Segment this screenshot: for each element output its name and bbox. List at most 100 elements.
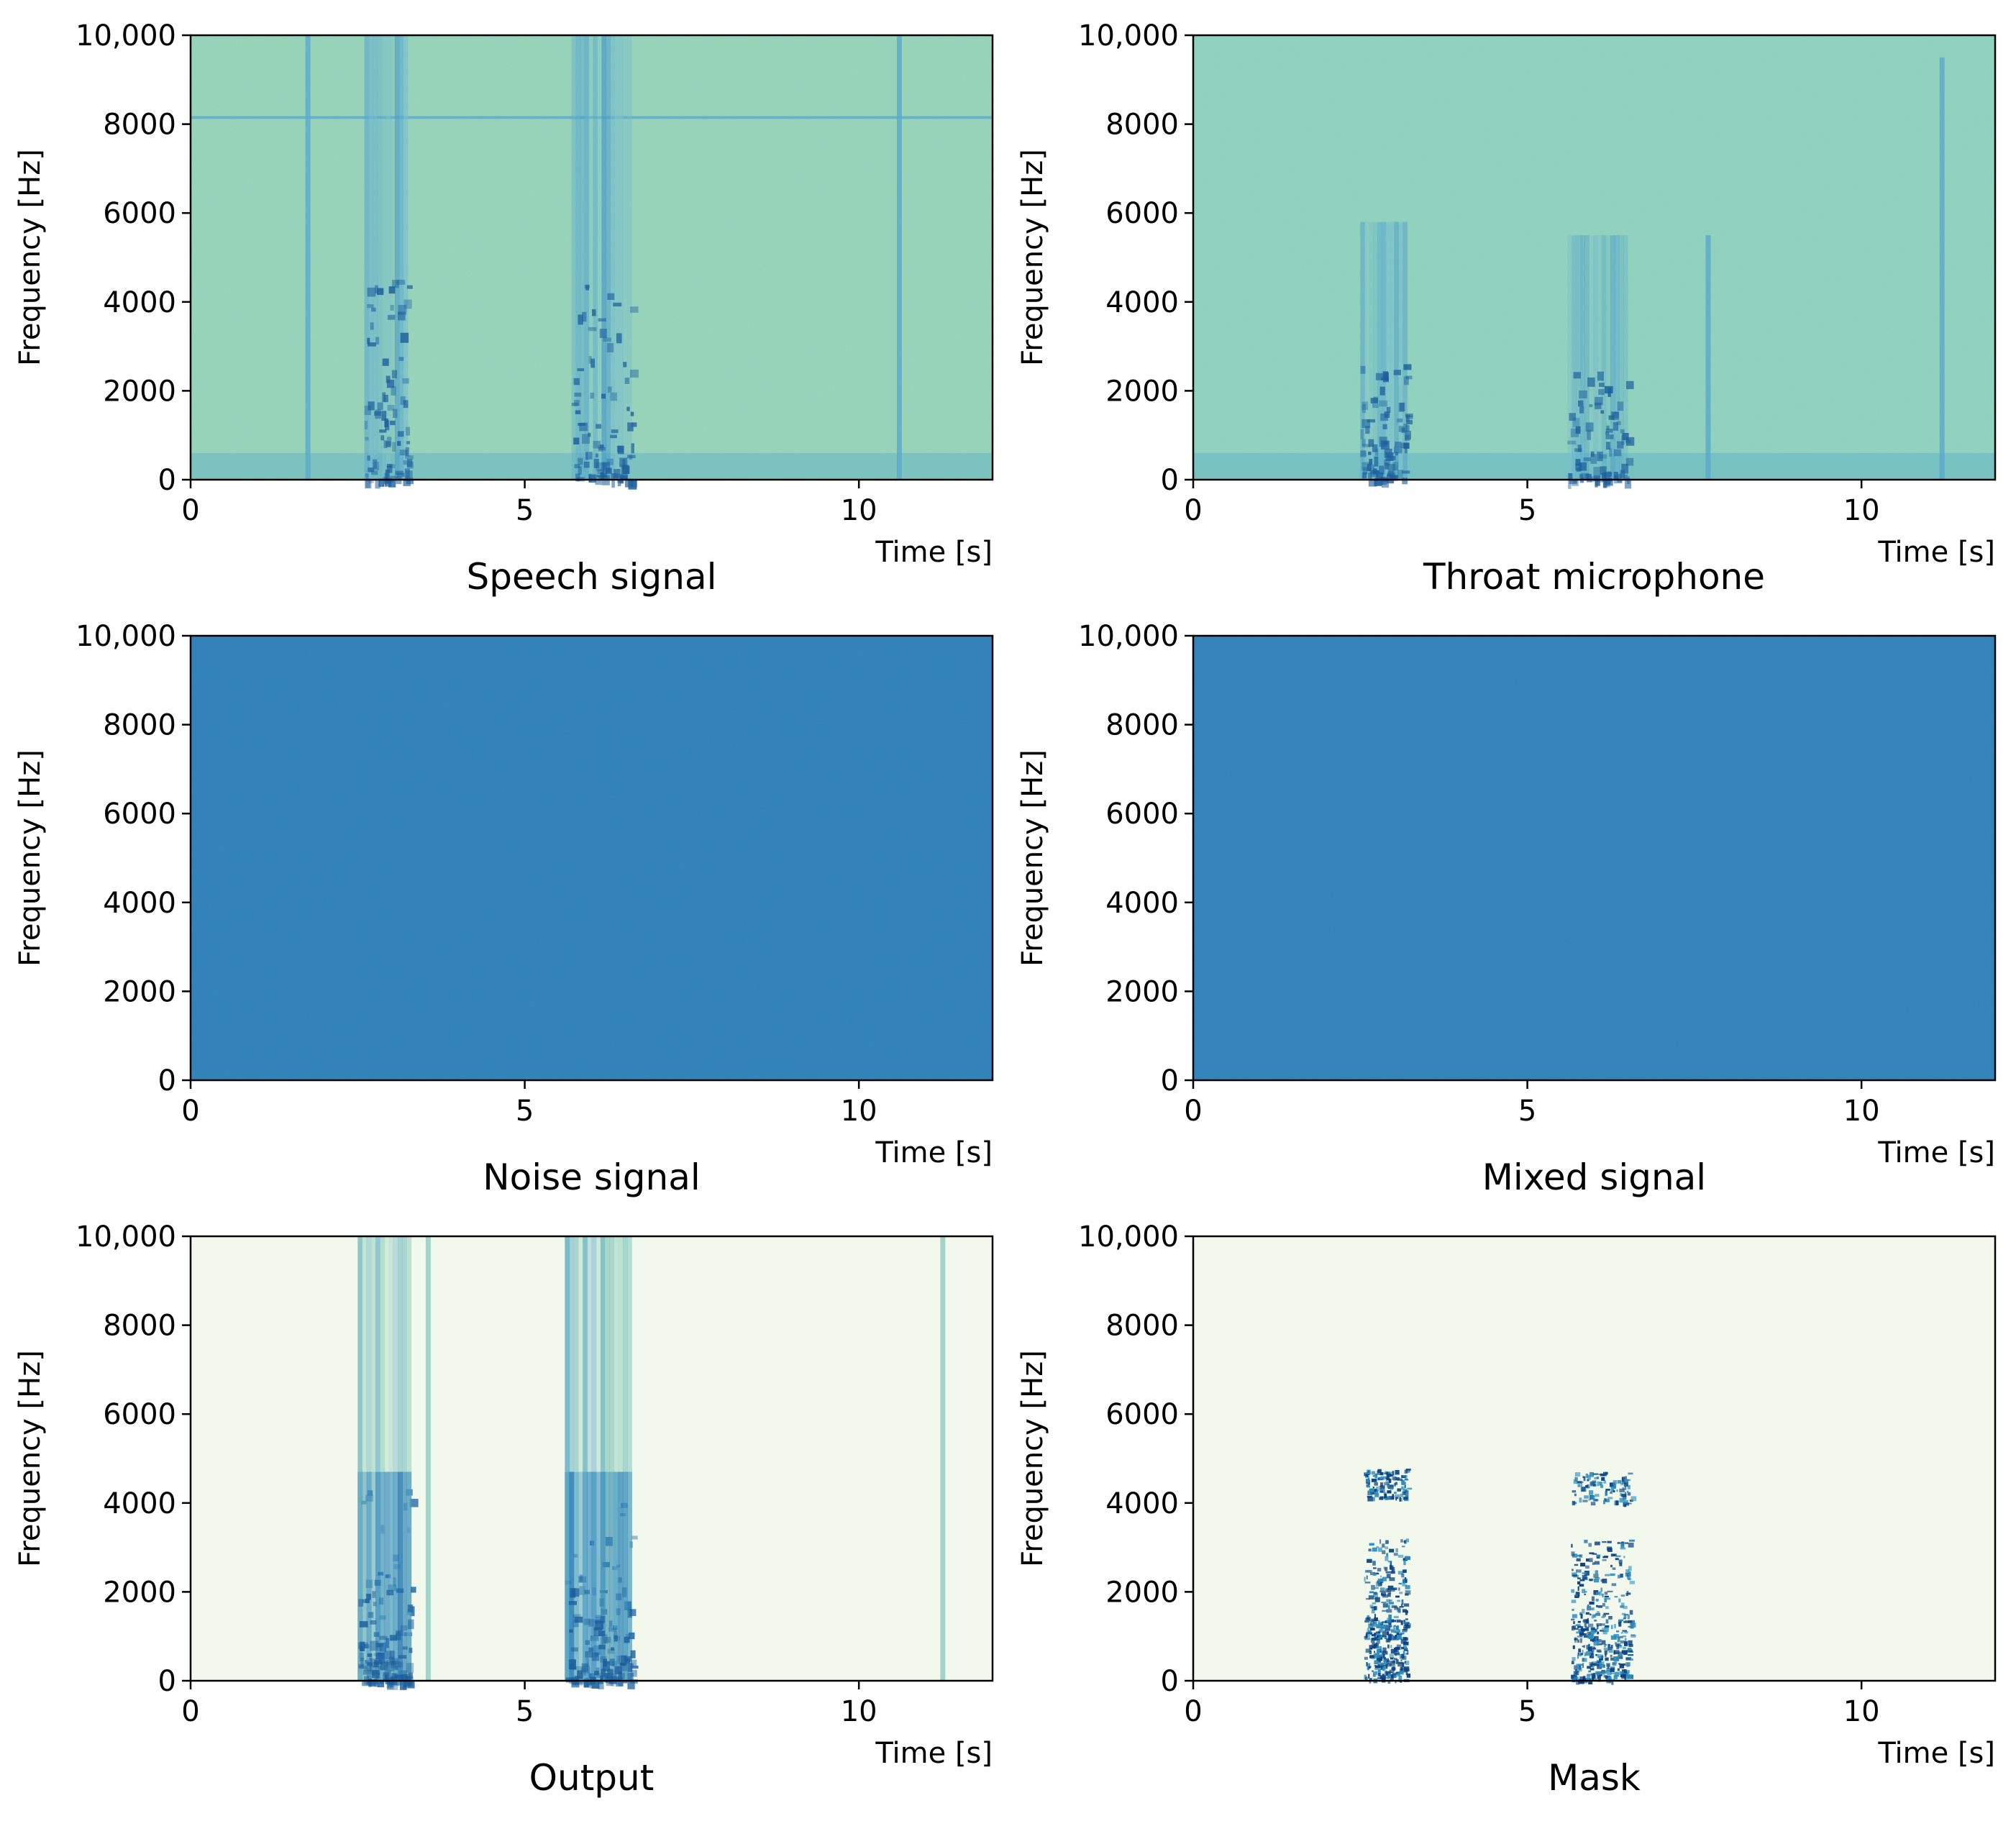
harmonic-blob <box>1622 433 1629 440</box>
mask-point <box>1576 1663 1579 1669</box>
mask-point <box>1626 1591 1629 1594</box>
mask-point <box>1628 1566 1632 1571</box>
y-tick-label: 2000 <box>103 975 176 1008</box>
harmonic-blob <box>1393 370 1401 375</box>
harmonic-blob <box>616 1678 624 1687</box>
harmonic-blob <box>1573 372 1581 379</box>
mask-point <box>1603 1648 1607 1651</box>
x-tick-label: 5 <box>516 494 534 527</box>
harmonic-blob <box>1402 478 1408 485</box>
mask-point <box>1405 1610 1408 1615</box>
mask-point <box>1597 1605 1602 1608</box>
harmonic-blob <box>367 1653 373 1657</box>
harmonic-blob <box>603 337 611 342</box>
transient-line <box>940 1236 946 1681</box>
mask-point <box>1397 1488 1402 1492</box>
harmonic-blob <box>622 459 626 469</box>
mask-point <box>1585 1565 1589 1569</box>
spectral-column <box>370 1236 376 1681</box>
mask-point <box>1579 1676 1584 1679</box>
mask-point <box>1624 1542 1628 1544</box>
harmonic-blob <box>386 464 393 467</box>
mask-point <box>1384 1497 1387 1500</box>
harmonic-blob <box>375 1643 380 1648</box>
harmonic-blob <box>1374 448 1379 456</box>
spectral-column <box>406 1236 412 1681</box>
y-tick-label: 2000 <box>1105 375 1179 408</box>
spectral-column <box>384 1471 390 1681</box>
harmonic-blob <box>385 420 390 431</box>
mask-point <box>1577 1620 1581 1623</box>
mask-point <box>1585 1619 1589 1623</box>
mask-point <box>1374 1667 1379 1671</box>
harmonic-blob <box>377 1643 383 1647</box>
mask-point <box>1391 1474 1393 1477</box>
harmonic-blob <box>578 314 583 325</box>
mask-point <box>1378 1547 1382 1552</box>
mask-point <box>1628 1640 1633 1646</box>
harmonic-blob <box>1613 422 1618 431</box>
x-tick-label: 5 <box>1518 1095 1536 1128</box>
x-tick-label: 5 <box>1518 494 1536 527</box>
harmonic-blob <box>1617 473 1622 483</box>
mask-point <box>1602 1559 1607 1561</box>
harmonic-blob <box>624 1636 630 1643</box>
spectral-column <box>571 35 577 480</box>
harmonic-blob <box>364 406 371 416</box>
mask-point <box>1580 1628 1585 1632</box>
mask-point <box>1374 1587 1379 1589</box>
mask-point <box>1364 1620 1370 1623</box>
harmonic-blob <box>387 314 396 320</box>
harmonic-blob <box>1621 434 1625 445</box>
mask-point <box>1585 1484 1589 1488</box>
mask-point <box>1368 1548 1372 1552</box>
mask-point <box>1619 1562 1623 1566</box>
mask-point <box>1587 1646 1592 1651</box>
mask-point <box>1401 1667 1407 1673</box>
mask-point <box>1587 1623 1594 1628</box>
mask-point <box>1572 1614 1577 1618</box>
harmonic-blob <box>585 285 589 291</box>
mask-point <box>1623 1669 1627 1674</box>
mask-point <box>1620 1493 1623 1497</box>
mask-point <box>1382 1630 1386 1633</box>
mask-point <box>1405 1646 1408 1650</box>
mask-point <box>1368 1595 1374 1599</box>
mask-point <box>1377 1470 1380 1475</box>
harmonic-blob <box>610 392 618 401</box>
mask-point <box>1596 1649 1602 1653</box>
mask-point <box>1604 1595 1609 1598</box>
harmonic-blob <box>614 1635 618 1642</box>
mask-point <box>1576 1680 1579 1685</box>
harmonic-blob <box>630 411 634 416</box>
mask-point <box>1590 1630 1595 1632</box>
mask-point <box>1627 1484 1630 1489</box>
harmonic-blob <box>575 410 581 414</box>
mask-point <box>1388 1496 1395 1500</box>
mask-point <box>1372 1497 1375 1502</box>
mask-point <box>1401 1480 1405 1485</box>
mask-point <box>1380 1482 1383 1487</box>
spectral-column <box>619 35 624 480</box>
spectral-column <box>402 1471 407 1681</box>
mask-point <box>1582 1646 1584 1648</box>
harmonic-blob <box>369 1666 377 1673</box>
mask-point <box>1405 1538 1410 1543</box>
mask-point <box>1591 1648 1595 1652</box>
harmonic-blob <box>1392 462 1399 471</box>
harmonic-blob <box>1380 440 1390 449</box>
mask-point <box>1575 1624 1581 1626</box>
harmonic-blob <box>629 455 633 460</box>
mask-point <box>1610 1668 1615 1672</box>
harmonic-blob <box>588 356 592 364</box>
mask-point <box>1572 1490 1577 1493</box>
harmonic-blob <box>603 1661 611 1664</box>
mask-point <box>1587 1666 1592 1669</box>
harmonic-blob <box>605 1537 613 1546</box>
mask-point <box>1379 1675 1386 1679</box>
x-tick-label: 10 <box>1843 494 1880 527</box>
mask-point <box>1590 1631 1595 1635</box>
harmonic-blob <box>1403 424 1408 432</box>
harmonic-blob <box>587 1679 594 1685</box>
